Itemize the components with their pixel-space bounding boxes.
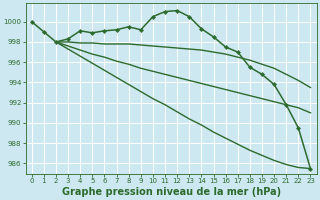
X-axis label: Graphe pression niveau de la mer (hPa): Graphe pression niveau de la mer (hPa) xyxy=(61,187,281,197)
